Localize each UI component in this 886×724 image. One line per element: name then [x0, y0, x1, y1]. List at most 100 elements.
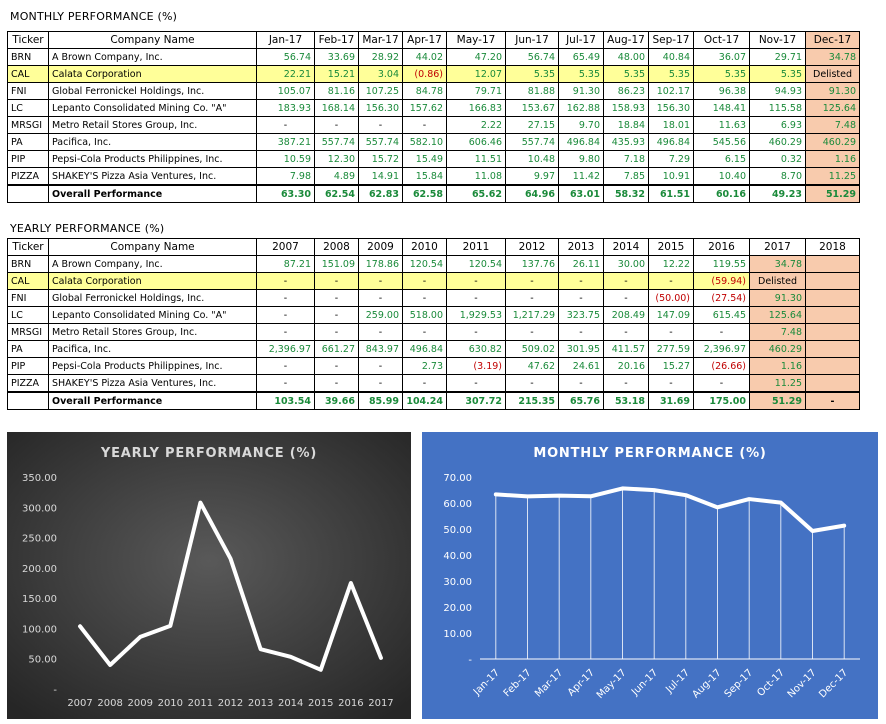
column-header: Jul-17: [558, 31, 604, 49]
total-value-cell: 307.72: [446, 391, 506, 410]
value-cell: 156.30: [648, 99, 694, 117]
value-cell: -: [402, 116, 447, 134]
data-point: [319, 668, 323, 672]
value-cell: 29.71: [749, 48, 806, 66]
value-cell: 7.29: [648, 150, 694, 168]
company-name-cell: Pacifica, Inc.: [48, 340, 257, 358]
total-value-cell: 64.96: [505, 184, 559, 203]
value-cell: 208.49: [603, 306, 649, 324]
value-cell: 5.35: [505, 65, 559, 83]
table-row: MRSGI Metro Retail Stores Group, Inc. - - - -…: [7, 323, 860, 341]
value-cell: 460.29: [805, 133, 860, 151]
company-name-cell: Calata Corporation: [48, 272, 257, 290]
column-header: Jan-17: [256, 31, 315, 49]
value-cell: 137.76: [505, 255, 559, 273]
total-value-cell: 63.01: [558, 184, 604, 203]
value-cell: -: [402, 289, 447, 307]
ticker-cell: PA: [7, 340, 49, 358]
column-header: Company Name: [48, 238, 257, 256]
total-value-cell: 60.16: [693, 184, 750, 203]
value-cell: 3.04: [358, 65, 403, 83]
table-row: PIZZA SHAKEY'S Pizza Asia Ventures, Inc. 7…: [7, 167, 860, 186]
value-cell: -: [256, 357, 315, 375]
value-cell: 0.32: [749, 150, 806, 168]
value-cell: 9.97: [505, 167, 559, 186]
value-cell: Delisted: [805, 65, 860, 83]
data-point: [379, 656, 383, 660]
ticker-cell: BRN: [7, 255, 49, 273]
value-cell: 557.74: [505, 133, 559, 151]
value-cell: -: [358, 357, 403, 375]
value-cell: 11.42: [558, 167, 604, 186]
x-tick-label: 2009: [128, 698, 153, 709]
total-value-cell: 175.00: [693, 391, 750, 410]
value-cell: -: [603, 289, 649, 307]
chart-title: MONTHLY PERFORMANCE (%): [533, 446, 766, 461]
value-cell: 11.63: [693, 116, 750, 134]
y-tick-label: 60.00: [443, 499, 472, 510]
total-value-cell: 65.62: [446, 184, 506, 203]
column-header: 2014: [603, 238, 649, 256]
value-cell: 27.15: [505, 116, 559, 134]
company-name-cell: Lepanto Consolidated Mining Co. "A": [48, 99, 257, 117]
table-row: CAL Calata Corporation - - - - - - - - - (59.94) Del…: [7, 272, 860, 290]
value-cell: -: [446, 272, 506, 290]
value-cell: [805, 323, 860, 341]
data-point: [168, 624, 172, 628]
value-cell: 518.00: [402, 306, 447, 324]
value-cell: -: [648, 374, 694, 393]
value-cell: -: [505, 272, 559, 290]
total-value-cell: 49.23: [749, 184, 806, 203]
value-cell: 15.72: [358, 150, 403, 168]
total-value-cell: 85.99: [358, 391, 403, 410]
value-cell: -: [358, 289, 403, 307]
x-tick-label: 2011: [188, 698, 213, 709]
value-cell: 84.78: [402, 82, 447, 100]
value-cell: 411.57: [603, 340, 649, 358]
value-cell: 615.45: [693, 306, 750, 324]
value-cell: -: [693, 374, 750, 393]
x-tick-label: 2017: [368, 698, 393, 709]
value-cell: 115.58: [749, 99, 806, 117]
value-cell: 387.21: [256, 133, 315, 151]
value-cell: 107.25: [358, 82, 403, 100]
value-cell: -: [603, 374, 649, 393]
value-cell: 148.41: [693, 99, 750, 117]
value-cell: 557.74: [314, 133, 359, 151]
company-name-cell: Pepsi-Cola Products Philippines, Inc.: [48, 150, 257, 168]
value-cell: -: [256, 374, 315, 393]
value-cell: 4.89: [314, 167, 359, 186]
value-cell: 460.29: [749, 133, 806, 151]
value-cell: -: [558, 323, 604, 341]
table-row: PA Pacifica, Inc. 2,396.97 661.27 843.97 496.…: [7, 340, 860, 358]
total-value-cell: 103.54: [256, 391, 315, 410]
y-tick-label: 300.00: [22, 503, 57, 514]
value-cell: -: [314, 306, 359, 324]
table-row: PIZZA SHAKEY'S Pizza Asia Ventures, Inc. -…: [7, 374, 860, 393]
value-cell: 33.69: [314, 48, 359, 66]
data-point: [811, 529, 814, 533]
column-header: 2010: [402, 238, 447, 256]
data-point: [78, 624, 82, 628]
value-cell: 9.70: [558, 116, 604, 134]
value-cell: 509.02: [505, 340, 559, 358]
ticker-cell: MRSGI: [7, 116, 49, 134]
column-header: Jun-17: [505, 31, 559, 49]
column-header: 2016: [693, 238, 750, 256]
value-cell: [805, 306, 860, 324]
value-cell: -: [505, 323, 559, 341]
ticker-cell: MRSGI: [7, 323, 49, 341]
x-tick-label: 2012: [218, 698, 243, 709]
ticker-cell: CAL: [7, 272, 49, 290]
value-cell: 7.85: [603, 167, 649, 186]
empty-cell: [7, 391, 49, 410]
value-cell: 125.64: [805, 99, 860, 117]
value-cell: 157.62: [402, 99, 447, 117]
value-cell: 8.70: [749, 167, 806, 186]
x-tick-label: 2014: [278, 698, 303, 709]
total-value-cell: 53.18: [603, 391, 649, 410]
y-tick-label: 70.00: [443, 473, 472, 484]
value-cell: 5.35: [603, 65, 649, 83]
data-point: [138, 635, 142, 639]
value-cell: (59.94): [693, 272, 750, 290]
